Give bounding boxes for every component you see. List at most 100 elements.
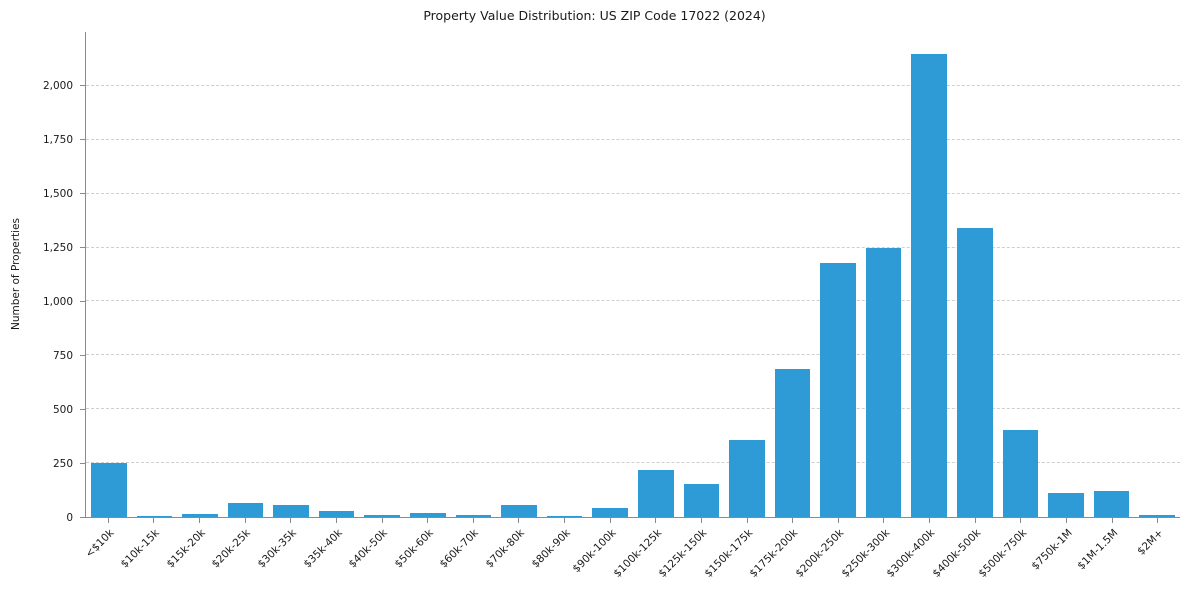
x-slot: $30k-35k bbox=[255, 518, 314, 590]
gridline bbox=[86, 84, 1180, 86]
y-tick-label: 2,000 bbox=[42, 80, 73, 92]
bar-slot bbox=[177, 32, 223, 517]
bars-layer bbox=[86, 32, 1180, 517]
bar bbox=[865, 247, 902, 517]
bar bbox=[1139, 515, 1175, 517]
x-slot: $80k-90k bbox=[529, 518, 587, 590]
y-tick-mark bbox=[80, 193, 85, 195]
x-slot: $250k-300k bbox=[839, 518, 907, 590]
y-tick-label: 500 bbox=[52, 404, 73, 416]
x-tick-mark bbox=[472, 518, 474, 523]
bar bbox=[273, 505, 309, 517]
bar bbox=[501, 505, 537, 517]
x-slot: $35k-40k bbox=[301, 518, 359, 590]
x-slot: $10k-15k bbox=[119, 518, 177, 590]
bar bbox=[182, 514, 218, 517]
y-tick-label: 1,250 bbox=[42, 242, 73, 254]
bar-slot bbox=[633, 32, 679, 517]
x-tick-label: <$10k bbox=[83, 527, 117, 561]
bar bbox=[410, 513, 446, 517]
bar-slot bbox=[223, 32, 269, 517]
x-axis-labels: <$10k $10k-15k $15k-20k $20k-25k $30k-35k $35… bbox=[83, 518, 1180, 590]
x-tick-mark bbox=[335, 518, 337, 523]
y-tick-mark bbox=[80, 301, 85, 302]
bar-slot bbox=[86, 32, 132, 517]
x-slot: $2M+ bbox=[1134, 518, 1180, 590]
x-tick-mark bbox=[700, 518, 702, 523]
bar bbox=[592, 508, 628, 517]
y-tick-mark bbox=[80, 463, 85, 464]
bar-slot bbox=[314, 32, 360, 517]
gridline bbox=[86, 138, 1180, 140]
y-tick-label: 750 bbox=[52, 350, 73, 363]
gridline bbox=[86, 408, 1180, 410]
x-tick-mark bbox=[427, 518, 429, 523]
bar bbox=[820, 263, 856, 517]
x-slot: $15k-20k bbox=[164, 518, 222, 590]
grid-layer bbox=[86, 32, 1180, 517]
bar-slot bbox=[861, 32, 907, 517]
x-tick-mark bbox=[244, 518, 246, 523]
x-slot: $60k-70k bbox=[438, 518, 496, 590]
y-tick-label: 1,500 bbox=[42, 188, 73, 201]
bar-slot bbox=[724, 32, 770, 517]
bar bbox=[364, 515, 401, 517]
bar bbox=[136, 515, 173, 517]
bar-slot bbox=[1043, 32, 1089, 517]
x-tick-mark bbox=[837, 518, 839, 523]
y-tick-label: 1,750 bbox=[42, 134, 73, 146]
y-tick-mark bbox=[80, 409, 85, 410]
bar bbox=[1002, 429, 1039, 517]
x-slot: $50k-60k bbox=[392, 518, 450, 590]
x-tick-mark bbox=[199, 518, 201, 523]
x-slot: <$10k bbox=[83, 518, 131, 590]
x-tick-mark bbox=[1020, 518, 1022, 523]
bar bbox=[774, 368, 811, 517]
y-tick-label: 1,000 bbox=[42, 296, 73, 308]
x-tick-mark bbox=[883, 518, 885, 523]
bar bbox=[455, 515, 492, 517]
x-slot: $40k-50k bbox=[347, 518, 405, 590]
x-slot: $1M-1.5M bbox=[1075, 518, 1135, 590]
x-tick-mark bbox=[609, 518, 611, 523]
x-slot: $175k-200k bbox=[748, 518, 815, 590]
x-tick-mark bbox=[974, 518, 976, 523]
bar-slot bbox=[952, 32, 998, 517]
bar-slot bbox=[1134, 32, 1180, 517]
bar bbox=[911, 53, 947, 517]
x-slot: $300k-400k bbox=[885, 518, 952, 590]
plot-area bbox=[85, 32, 1180, 518]
chart-title: Property Value Distribution: US ZIP Code… bbox=[423, 8, 766, 23]
x-slot: $750k-1M bbox=[1029, 518, 1089, 590]
bar bbox=[683, 483, 720, 517]
bar bbox=[1048, 493, 1084, 517]
bar-slot bbox=[542, 32, 588, 517]
x-slot: $200k-250k bbox=[793, 518, 861, 590]
x-tick-mark bbox=[290, 518, 292, 523]
x-tick-label: $2M+ bbox=[1135, 527, 1166, 558]
y-tick-mark bbox=[80, 85, 85, 86]
x-tick-mark bbox=[655, 518, 657, 523]
bar-slot bbox=[268, 32, 314, 517]
x-tick-mark bbox=[792, 518, 794, 523]
x-slot: $70k-80k bbox=[484, 518, 542, 590]
y-tick-mark bbox=[80, 355, 85, 357]
x-slot: $500k-750k bbox=[976, 518, 1044, 590]
y-tick-label: 250 bbox=[52, 458, 73, 470]
bar-slot bbox=[587, 32, 633, 517]
x-tick-mark bbox=[746, 518, 748, 523]
bar-slot bbox=[679, 32, 725, 517]
x-tick-mark bbox=[929, 518, 931, 523]
gridline bbox=[86, 300, 1180, 302]
bar-slot bbox=[132, 32, 178, 517]
x-tick-mark bbox=[381, 518, 383, 523]
gridline bbox=[86, 462, 1180, 464]
x-tick-mark bbox=[564, 518, 566, 523]
x-slot: $150k-175k bbox=[702, 518, 770, 590]
gridline bbox=[86, 192, 1180, 194]
bar-slot bbox=[998, 32, 1044, 517]
bar bbox=[227, 503, 264, 517]
bar bbox=[318, 510, 355, 517]
bar bbox=[546, 515, 583, 517]
bar bbox=[1093, 491, 1130, 517]
